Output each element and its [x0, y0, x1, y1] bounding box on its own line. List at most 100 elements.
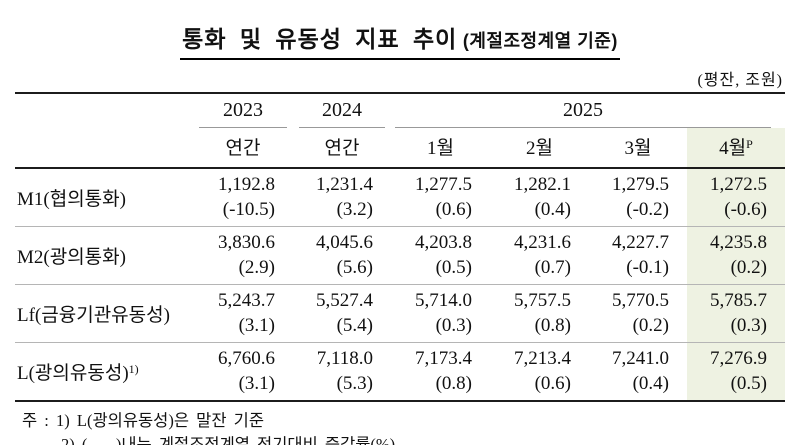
page-title-main: 통화 및 유동성 지표 추이 [182, 26, 458, 52]
table-cell: 7,213.4 (0.6) [490, 342, 589, 401]
row-label-superscript: 1) [128, 361, 139, 376]
rate-value: (0.3) [435, 315, 472, 336]
rate-value: (0.4) [632, 373, 669, 394]
subheader-row: 연간 연간 1월 2월 3월 4월P [15, 128, 785, 169]
table-row-m1: M1(협의통화) 1,192.8 (-10.5) 1,231.4 (3.2) 1,2… [15, 168, 785, 227]
amount-value: 7,118.0 [316, 348, 373, 369]
amount-value: 5,527.4 [316, 290, 373, 311]
table-cell: 4,045.6 (5.6) [293, 226, 391, 285]
table-row-lf: Lf(금융기관유동성) 5,243.7 (3.1) 5,527.4 (5.4) 5,… [15, 284, 785, 343]
year-2025-label: 2025 [395, 99, 771, 128]
rate-value: (0.8) [534, 315, 571, 336]
table-cell: 7,118.0 (5.3) [293, 342, 391, 401]
row-label-m1: M1(협의통화) [15, 168, 193, 227]
amount-value: 7,276.9 [710, 348, 767, 369]
amount-value: 1,279.5 [612, 174, 669, 195]
row-label-text: M1(협의통화) [17, 188, 126, 210]
amount-value: 4,235.8 [710, 232, 767, 253]
page-title-qualifier: (계절조정계열 기준) [457, 31, 617, 51]
rate-value: (0.2) [730, 257, 767, 278]
amount-value: 1,282.1 [514, 174, 571, 195]
header-spacer [15, 93, 193, 128]
footnotes: 주 : 1) L(광의유동성)은 말잔 기준 2) ( )내는 계절조정계열 전… [15, 409, 785, 445]
unit-note: (평잔, 조원) [697, 72, 783, 89]
amount-value: 1,272.5 [710, 174, 767, 195]
rate-value: (-0.2) [626, 199, 669, 220]
table-cell: 4,231.6 (0.7) [490, 226, 589, 285]
indicators-table: 2023 2024 2025 연간 연간 1월 2월 3월 4월P [15, 92, 785, 402]
rate-value: (0.5) [435, 257, 472, 278]
amount-value: 4,045.6 [316, 232, 373, 253]
rate-value: (-10.5) [222, 199, 275, 220]
rate-value: (0.2) [632, 315, 669, 336]
table-cell: 1,277.5 (0.6) [391, 168, 490, 227]
amount-value: 5,770.5 [612, 290, 669, 311]
row-label-text: M2(광의통화) [17, 246, 126, 268]
row-label-l: L(광의유동성)1) [15, 342, 193, 401]
amount-value: 4,231.6 [514, 232, 571, 253]
subheader-apr: 4월P [687, 128, 785, 169]
table-body: M1(협의통화) 1,192.8 (-10.5) 1,231.4 (3.2) 1,2… [15, 168, 785, 401]
amount-value: 1,231.4 [316, 174, 373, 195]
amount-value: 7,241.0 [612, 348, 669, 369]
amount-value: 1,277.5 [415, 174, 472, 195]
table-cell: 7,173.4 (0.8) [391, 342, 490, 401]
rate-value: (3.2) [336, 199, 373, 220]
year-2024-label: 2024 [299, 99, 385, 128]
subheader-2024-annual: 연간 [293, 128, 391, 169]
table-cell: 5,714.0 (0.3) [391, 284, 490, 343]
table-cell-provisional: 1,272.5 (-0.6) [687, 168, 785, 227]
year-2023-label: 2023 [199, 99, 287, 128]
amount-value: 5,757.5 [514, 290, 571, 311]
table-cell: 7,241.0 (0.4) [589, 342, 687, 401]
amount-value: 1,192.8 [218, 174, 275, 195]
row-label-lf: Lf(금융기관유동성) [15, 284, 193, 343]
table-cell: 1,231.4 (3.2) [293, 168, 391, 227]
year-header-2025: 2025 [391, 93, 785, 128]
table-cell: 3,830.6 (2.9) [193, 226, 293, 285]
table-cell-provisional: 7,276.9 (0.5) [687, 342, 785, 401]
table-cell: 5,243.7 (3.1) [193, 284, 293, 343]
amount-value: 7,213.4 [514, 348, 571, 369]
table-cell: 1,192.8 (-10.5) [193, 168, 293, 227]
table-cell-provisional: 5,785.7 (0.3) [687, 284, 785, 343]
subheader-apr-label: 4월 [719, 138, 747, 159]
amount-value: 5,785.7 [710, 290, 767, 311]
row-label-m2: M2(광의통화) [15, 226, 193, 285]
amount-value: 5,243.7 [218, 290, 275, 311]
year-header-2023: 2023 [193, 93, 293, 128]
rate-value: (0.5) [730, 373, 767, 394]
subheader-2023-annual: 연간 [193, 128, 293, 169]
footnote-2: 2) ( )내는 계절조정계열 전기대비 증감률(%) [61, 435, 396, 445]
subheader-mar: 3월 [589, 128, 687, 169]
table-cell: 6,760.6 (3.1) [193, 342, 293, 401]
year-header-row: 2023 2024 2025 [15, 93, 785, 128]
rate-value: (3.1) [238, 373, 275, 394]
rate-value: (-0.1) [626, 257, 669, 278]
year-header-2024: 2024 [293, 93, 391, 128]
table-cell-provisional: 4,235.8 (0.2) [687, 226, 785, 285]
amount-value: 7,173.4 [415, 348, 472, 369]
subheader-jan: 1월 [391, 128, 490, 169]
title-area: 통화 및 유동성 지표 추이 (계절조정계열 기준) [15, 18, 785, 60]
rate-value: (-0.6) [724, 199, 767, 220]
table-row-l: L(광의유동성)1) 6,760.6 (3.1) 7,118.0 (5.3) 7,1… [15, 342, 785, 401]
rate-value: (5.3) [336, 373, 373, 394]
row-label-text: L(광의유동성) [17, 362, 129, 384]
table-cell: 5,527.4 (5.4) [293, 284, 391, 343]
footnote-1: 주 : 1) L(광의유동성)은 말잔 기준 [22, 411, 265, 430]
rate-value: (0.7) [534, 257, 571, 278]
rate-value: (5.6) [336, 257, 373, 278]
rate-value: (5.4) [336, 315, 373, 336]
rate-value: (2.9) [238, 257, 275, 278]
rate-value: (0.4) [534, 199, 571, 220]
unit-note-row: (평잔, 조원) [15, 66, 785, 90]
rate-value: (0.3) [730, 315, 767, 336]
table-cell: 5,770.5 (0.2) [589, 284, 687, 343]
table-row-m2: M2(광의통화) 3,830.6 (2.9) 4,045.6 (5.6) 4,203… [15, 226, 785, 285]
rate-value: (0.8) [435, 373, 472, 394]
table-cell: 5,757.5 (0.8) [490, 284, 589, 343]
subheader-feb: 2월 [490, 128, 589, 169]
amount-value: 4,227.7 [612, 232, 669, 253]
